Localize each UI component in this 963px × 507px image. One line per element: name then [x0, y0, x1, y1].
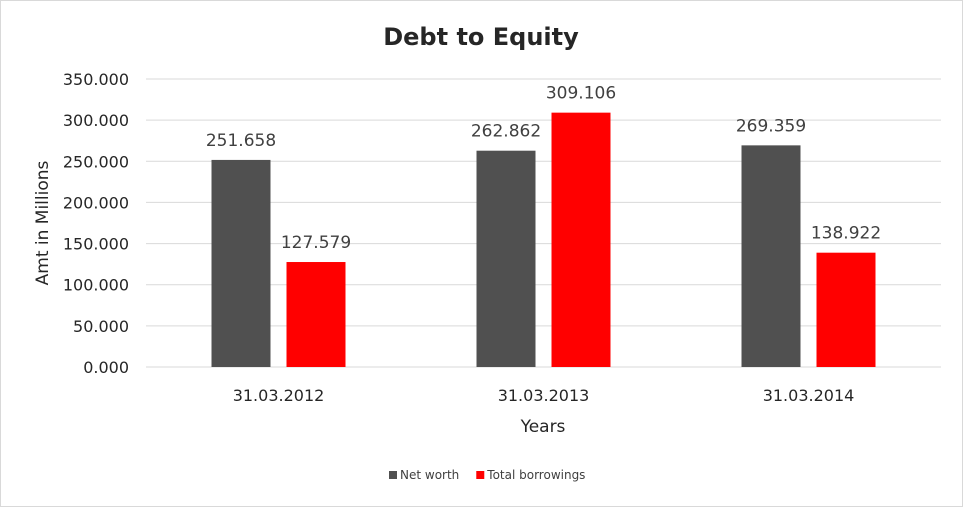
y-tick-label: 0.000	[83, 358, 129, 377]
gridlines	[146, 78, 941, 368]
data-label: 127.579	[281, 233, 351, 253]
x-tick-label: 31.03.2012	[233, 386, 325, 405]
data-label: 251.658	[206, 131, 276, 151]
y-tick-label: 350.000	[63, 70, 129, 89]
y-axis-ticks: 0.000 50.000 100.000 150.000 200.000 250.000 3…	[63, 70, 129, 377]
legend-label: Net worth	[400, 468, 459, 482]
x-axis-ticks: 31.03.2012 31.03.2013 31.03.2014	[233, 386, 855, 405]
y-tick-label: 200.000	[63, 193, 129, 212]
y-tick-label: 300.000	[63, 111, 129, 130]
y-axis-title: Amt in Millions	[33, 160, 53, 285]
bar-net-worth	[741, 145, 801, 367]
x-axis-title: Years	[520, 417, 566, 437]
bar-net-worth	[476, 150, 536, 367]
y-tick-label: 250.000	[63, 152, 129, 171]
y-tick-label: 100.000	[63, 276, 129, 295]
bar-total-borrowings	[816, 252, 876, 367]
x-tick-label: 31.03.2013	[498, 386, 590, 405]
chart-title: Debt to Equity	[383, 23, 579, 51]
legend-swatch	[389, 471, 397, 479]
bars	[211, 112, 876, 367]
y-tick-label: 50.000	[73, 317, 129, 336]
data-label: 138.922	[811, 224, 881, 244]
bar-net-worth	[211, 159, 271, 367]
bar-total-borrowings	[286, 262, 346, 367]
bar-total-borrowings	[551, 112, 611, 367]
legend-swatch	[476, 471, 485, 479]
y-tick-label: 150.000	[63, 235, 129, 254]
data-label: 269.359	[736, 116, 806, 136]
x-tick-label: 31.03.2014	[763, 386, 855, 405]
data-label: 262.862	[471, 122, 541, 142]
legend-label: Total borrowings	[486, 468, 585, 482]
data-label: 309.106	[546, 84, 616, 104]
legend: Net worth Total borrowings	[389, 468, 585, 482]
